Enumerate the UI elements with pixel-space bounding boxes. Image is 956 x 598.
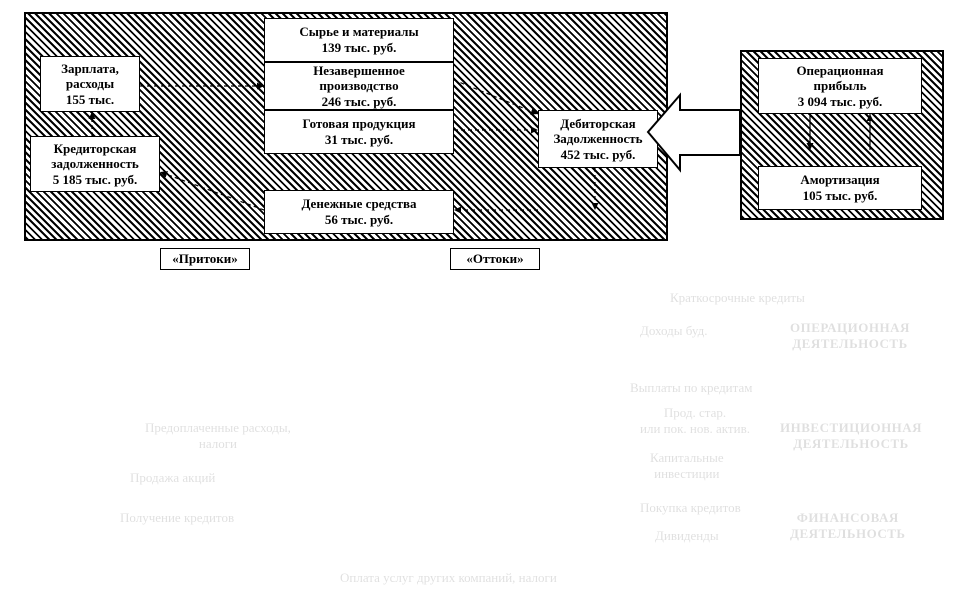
faded-text: Оплата услуг других компаний, налоги [340, 570, 557, 586]
faded-text: Прод. стар. или пок. нов. актив. [640, 405, 750, 437]
box-finished-l2: 31 тыс. руб. [325, 132, 393, 148]
box-credit-l1: Кредиторская [54, 141, 137, 157]
box-profit-l1: Операционная [796, 63, 883, 79]
faded-text: Капитальные инвестиции [650, 450, 724, 482]
box-profit-l2: прибыль [813, 78, 866, 94]
label-outflow: «Оттоки» [450, 248, 540, 270]
box-wip-l2: производство [319, 78, 398, 94]
box-amort-l1: Амортизация [800, 172, 879, 188]
faded-text: Покупка кредитов [640, 500, 741, 516]
box-cash-l2: 56 тыс. руб. [325, 212, 393, 228]
box-debit-l3: 452 тыс. руб. [561, 147, 636, 163]
box-wip-l1: Незавершенное [313, 63, 405, 79]
faded-text: Продажа акций [130, 470, 215, 486]
label-outflow-text: «Оттоки» [466, 251, 523, 266]
faded-text: Выплаты по кредитам [630, 380, 752, 396]
box-wip: Незавершенноепроизводство246 тыс. руб. [264, 62, 454, 110]
faded-text: Краткосрочные кредиты [670, 290, 805, 306]
label-inflow: «Притоки» [160, 248, 250, 270]
box-profit-l3: 3 094 тыс. руб. [798, 94, 882, 110]
box-cash-l1: Денежные средства [301, 196, 416, 212]
faded-text: Предоплаченные расходы, налоги [145, 420, 291, 452]
box-salary-l1: Зарплата, [61, 61, 119, 77]
box-finished-l1: Готовая продукция [302, 116, 415, 132]
box-amort: Амортизация105 тыс. руб. [758, 166, 922, 210]
box-salary: Зарплата,расходы155 тыс. [40, 56, 140, 112]
faded-text: Получение кредитов [120, 510, 234, 526]
box-salary-l3: 155 тыс. [66, 92, 114, 108]
box-raw: Сырье и материалы139 тыс. руб. [264, 18, 454, 62]
box-amort-l2: 105 тыс. руб. [803, 188, 878, 204]
box-debit-l1: Дебиторская [560, 116, 635, 132]
faded-text: ИНВЕСТИЦИОННАЯ ДЕЯТЕЛЬНОСТЬ [780, 420, 922, 452]
faded-text: ОПЕРАЦИОННАЯ ДЕЯТЕЛЬНОСТЬ [790, 320, 910, 352]
box-credit-l2: задолженность [51, 156, 138, 172]
box-debit-l2: Задолженность [553, 131, 642, 147]
box-debit: ДебиторскаяЗадолженность452 тыс. руб. [538, 110, 658, 168]
faded-text: ФИНАНСОВАЯ ДЕЯТЕЛЬНОСТЬ [790, 510, 906, 542]
label-inflow-text: «Притоки» [172, 251, 238, 266]
faded-text: Доходы буд. [640, 323, 707, 339]
faded-text: Дивиденды [655, 528, 719, 544]
box-finished: Готовая продукция31 тыс. руб. [264, 110, 454, 154]
box-wip-l3: 246 тыс. руб. [322, 94, 397, 110]
box-raw-l1: Сырье и материалы [299, 24, 418, 40]
box-cash: Денежные средства56 тыс. руб. [264, 190, 454, 234]
box-credit-l3: 5 185 тыс. руб. [53, 172, 137, 188]
box-raw-l2: 139 тыс. руб. [322, 40, 397, 56]
box-profit: Операционнаяприбыль3 094 тыс. руб. [758, 58, 922, 114]
box-credit: Кредиторскаязадолженность5 185 тыс. руб. [30, 136, 160, 192]
box-salary-l2: расходы [66, 76, 114, 92]
